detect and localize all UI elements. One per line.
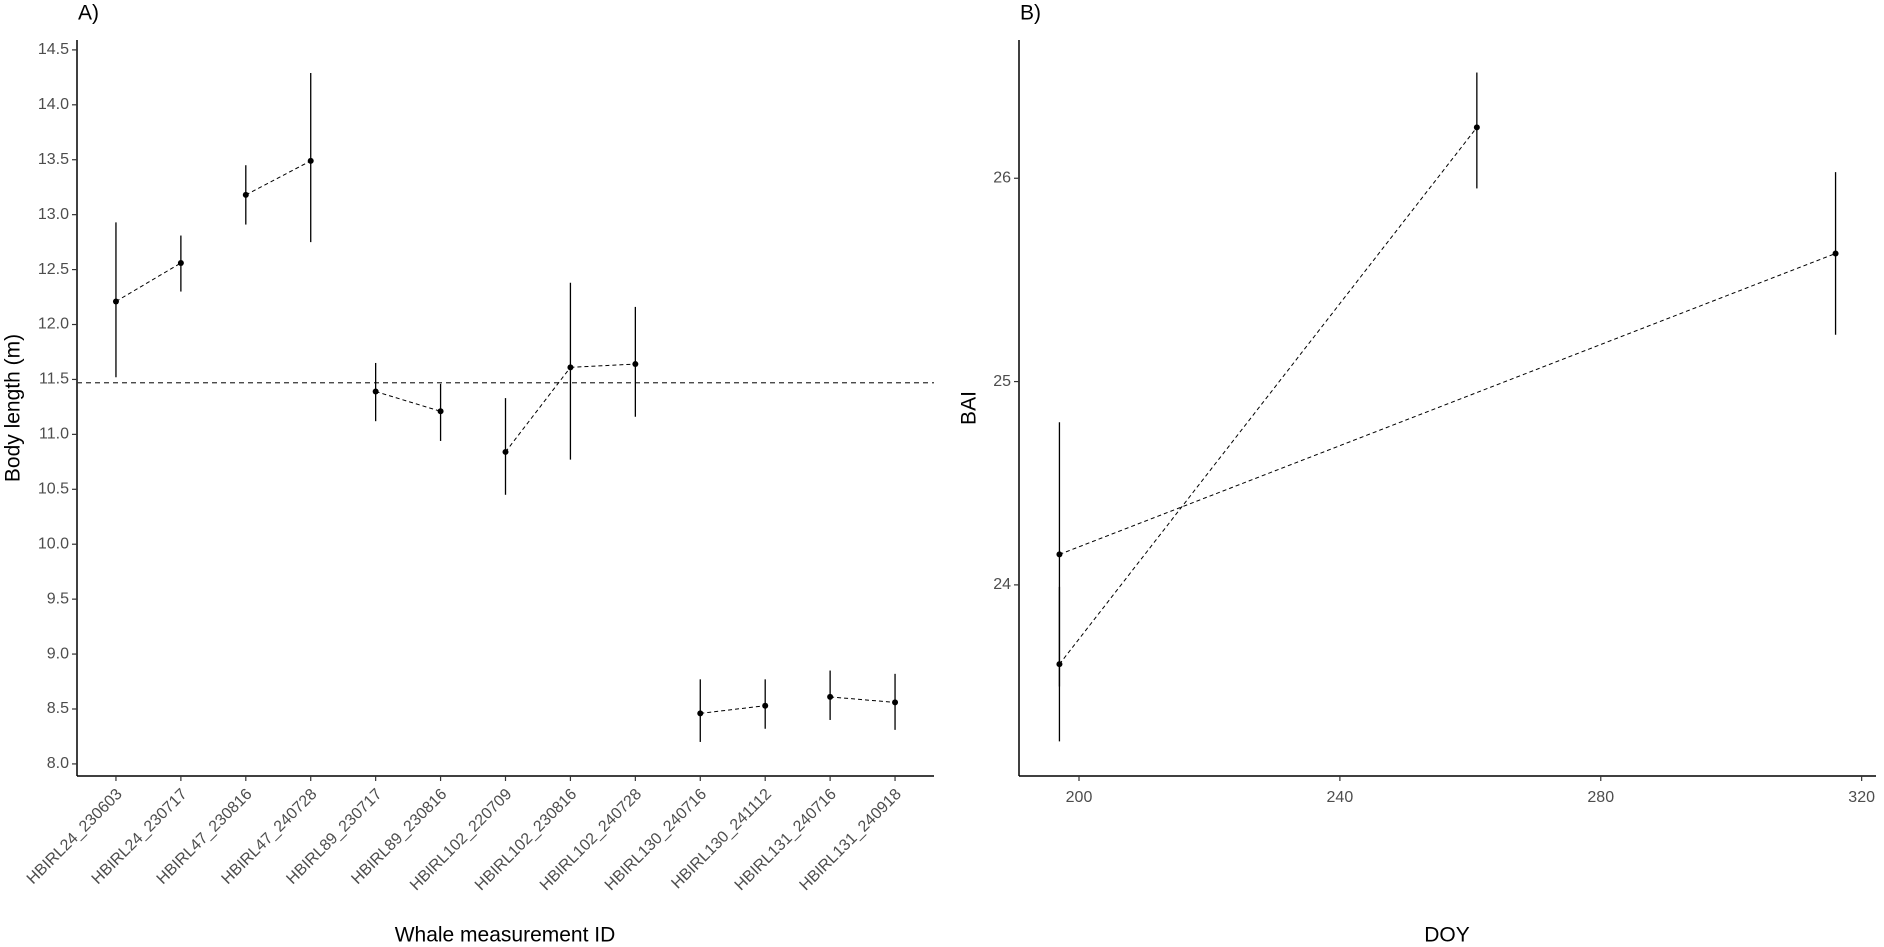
point bbox=[242, 191, 249, 198]
y-tick-label: 11.0 bbox=[39, 426, 69, 443]
point bbox=[697, 710, 704, 717]
point bbox=[1056, 551, 1063, 558]
point bbox=[892, 699, 899, 706]
point bbox=[112, 298, 119, 305]
x-tick-label: 280 bbox=[1587, 789, 1614, 806]
y-tick-label: 13.5 bbox=[38, 151, 69, 168]
x-tick-label: 240 bbox=[1327, 789, 1354, 806]
connector bbox=[830, 696, 896, 703]
point bbox=[632, 361, 639, 368]
point bbox=[372, 388, 379, 395]
y-tick-label: 24 bbox=[993, 576, 1011, 593]
x-tick-label: 200 bbox=[1066, 789, 1093, 806]
y-tick-label: 10.0 bbox=[38, 535, 69, 552]
point bbox=[502, 448, 509, 455]
point bbox=[177, 259, 184, 266]
connector bbox=[570, 363, 636, 368]
y-tick-label: 13.0 bbox=[38, 206, 69, 223]
y-axis-label: BAI bbox=[958, 391, 981, 425]
connector bbox=[700, 705, 766, 714]
y-tick-label: 12.0 bbox=[38, 316, 69, 333]
y-axis-label: Body length (m) bbox=[2, 334, 25, 482]
y-tick-label: 26 bbox=[993, 169, 1011, 186]
y-tick-label: 10.5 bbox=[38, 481, 69, 498]
y-tick-label: 8.0 bbox=[47, 755, 69, 772]
y-tick-label: 14.0 bbox=[38, 96, 69, 113]
x-axis-label: Whale measurement ID bbox=[395, 924, 616, 947]
connector bbox=[1059, 253, 1836, 555]
point bbox=[1056, 661, 1063, 668]
connector bbox=[505, 367, 571, 453]
y-tick-label: 9.5 bbox=[47, 590, 69, 607]
x-tick-label: 320 bbox=[1848, 789, 1875, 806]
y-tick-label: 8.5 bbox=[47, 700, 69, 717]
y-tick-label: 11.5 bbox=[39, 371, 69, 388]
y-tick-label: 14.5 bbox=[38, 41, 69, 58]
x-axis-label: DOY bbox=[1424, 924, 1470, 947]
point bbox=[1832, 250, 1839, 257]
connector bbox=[1059, 127, 1478, 665]
point bbox=[827, 693, 834, 700]
point bbox=[762, 702, 769, 709]
point bbox=[437, 408, 444, 415]
y-tick-label: 9.0 bbox=[47, 645, 69, 662]
panel-label: A) bbox=[78, 2, 99, 25]
y-tick-label: 12.5 bbox=[38, 261, 69, 278]
point bbox=[567, 364, 574, 371]
connector bbox=[245, 160, 311, 196]
point bbox=[1473, 124, 1480, 131]
y-tick-label: 25 bbox=[993, 373, 1011, 390]
connector bbox=[375, 391, 441, 412]
connector bbox=[115, 262, 182, 302]
point bbox=[307, 157, 314, 164]
panel-label: B) bbox=[1020, 2, 1041, 25]
